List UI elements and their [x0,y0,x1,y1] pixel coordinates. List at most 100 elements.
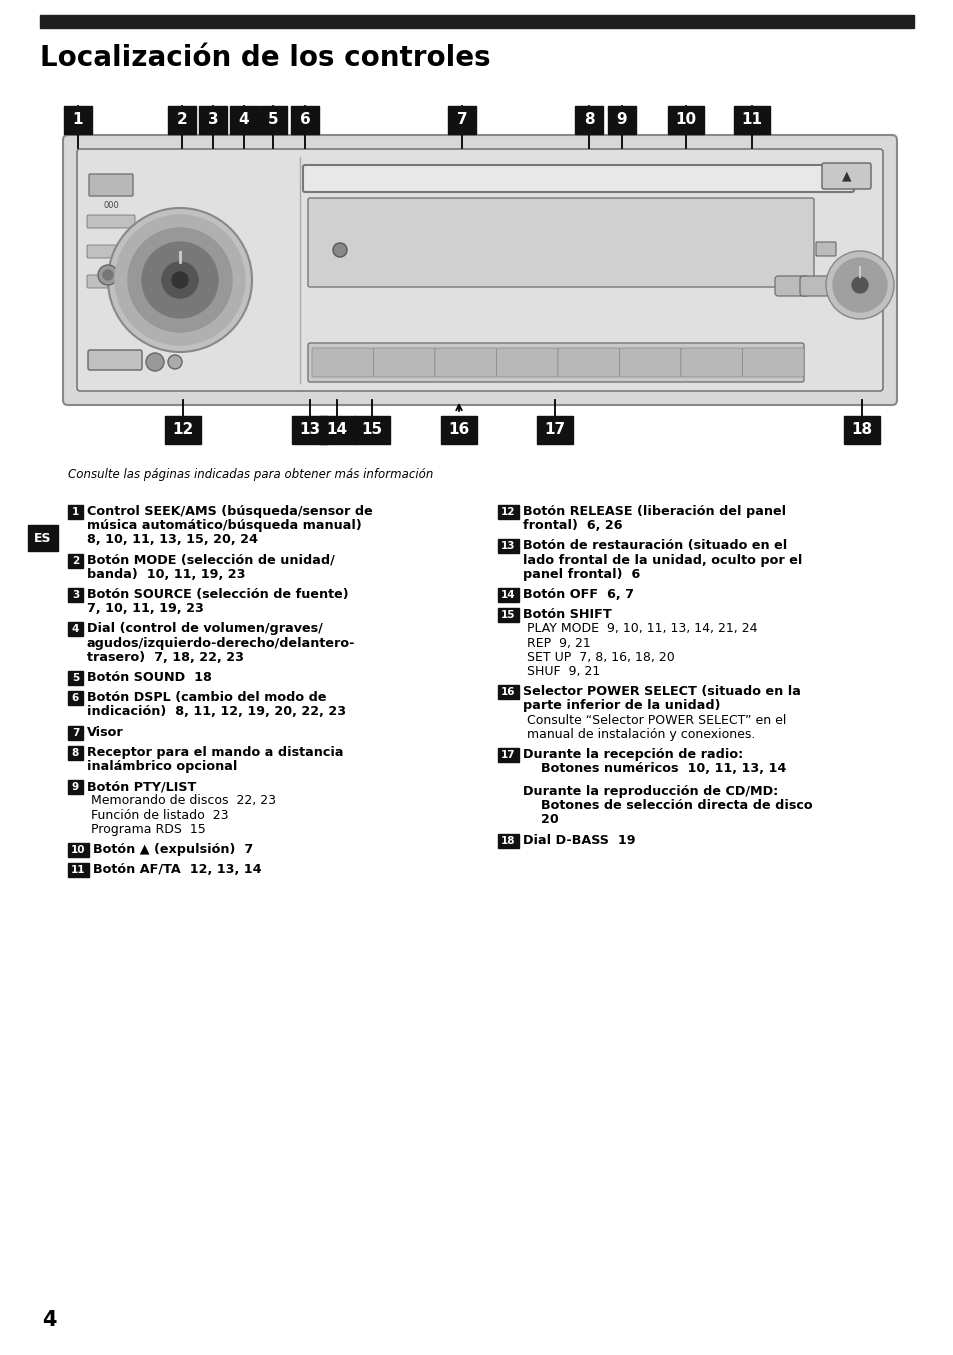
Bar [292,416,328,444]
Circle shape [168,355,182,369]
Text: 6: 6 [71,694,79,703]
FancyBboxPatch shape [558,348,618,377]
Text: Dial (control de volumen/graves/: Dial (control de volumen/graves/ [87,622,322,635]
Bar [354,416,390,444]
Text: 16: 16 [448,423,469,438]
Text: 15: 15 [361,423,382,438]
Text: 20: 20 [522,813,558,827]
Bar [607,106,636,134]
Text: Consulte “Selector POWER SELECT” en el: Consulte “Selector POWER SELECT” en el [526,714,785,726]
Text: banda)  10, 11, 19, 23: banda) 10, 11, 19, 23 [87,568,245,581]
FancyBboxPatch shape [435,348,496,377]
Text: 6: 6 [299,112,310,127]
FancyBboxPatch shape [63,136,896,405]
Text: Botón MODE (selección de unidad/: Botón MODE (selección de unidad/ [87,554,335,566]
Bar [28,524,58,551]
Text: Consulte las páginas indicadas para obtener más información: Consulte las páginas indicadas para obte… [68,467,433,481]
FancyBboxPatch shape [312,348,374,377]
Text: Programa RDS  15: Programa RDS 15 [91,822,206,836]
Bar [733,106,769,134]
Text: 11: 11 [71,866,86,875]
Text: Memorando de discos  22, 23: Memorando de discos 22, 23 [91,794,275,808]
FancyBboxPatch shape [741,348,803,377]
Bar [165,416,201,444]
Bar [68,671,83,686]
Text: ES: ES [34,531,51,545]
Text: 7, 10, 11, 19, 23: 7, 10, 11, 19, 23 [87,602,204,615]
Bar [168,106,195,134]
Text: ▲: ▲ [841,169,851,183]
Text: inalámbrico opcional: inalámbrico opcional [87,760,237,772]
Text: 11: 11 [740,112,761,127]
FancyBboxPatch shape [308,343,803,382]
Bar [575,106,602,134]
FancyBboxPatch shape [680,348,741,377]
Text: Botón OFF  6, 7: Botón OFF 6, 7 [522,588,634,602]
Text: música automático/búsqueda manual): música automático/búsqueda manual) [87,519,361,533]
Circle shape [103,270,112,280]
Circle shape [162,262,198,298]
Text: 000: 000 [103,201,119,210]
Bar [40,15,913,28]
Text: lado frontal de la unidad, oculto por el: lado frontal de la unidad, oculto por el [522,554,801,566]
Bar [497,608,518,622]
Text: 4: 4 [71,625,79,634]
Text: 14: 14 [326,423,347,438]
Text: 13: 13 [500,542,516,551]
FancyBboxPatch shape [774,276,808,295]
Text: 4: 4 [238,112,249,127]
Circle shape [851,276,867,293]
Bar [68,588,83,602]
FancyBboxPatch shape [88,350,142,370]
Text: 7: 7 [456,112,467,127]
Circle shape [333,243,347,257]
Text: indicación)  8, 11, 12, 19, 20, 22, 23: indicación) 8, 11, 12, 19, 20, 22, 23 [87,706,346,718]
Bar [64,106,91,134]
Circle shape [115,215,245,346]
FancyBboxPatch shape [87,275,135,289]
Text: trasero)  7, 18, 22, 23: trasero) 7, 18, 22, 23 [87,650,244,664]
Circle shape [832,257,886,312]
FancyBboxPatch shape [815,243,835,256]
Text: 2: 2 [71,556,79,565]
Text: REP  9, 21: REP 9, 21 [526,637,590,649]
Bar [199,106,227,134]
Bar [497,833,518,847]
Text: SHUF  9, 21: SHUF 9, 21 [526,665,599,678]
Text: Botón DSPL (cambio del modo de: Botón DSPL (cambio del modo de [87,691,326,705]
Text: Botón AF/TA  12, 13, 14: Botón AF/TA 12, 13, 14 [92,863,261,877]
Bar [68,725,83,740]
FancyBboxPatch shape [87,245,135,257]
Text: 16: 16 [500,687,516,698]
Circle shape [98,266,118,285]
Text: Dial D-BASS  19: Dial D-BASS 19 [522,833,635,847]
FancyBboxPatch shape [800,276,833,295]
Text: Botón SOURCE (selección de fuente): Botón SOURCE (selección de fuente) [87,588,348,602]
Bar [667,106,703,134]
Bar [68,843,89,856]
Text: Durante la reproducción de CD/MD:: Durante la reproducción de CD/MD: [522,785,778,798]
Text: 7: 7 [71,728,79,737]
Text: 12: 12 [172,423,193,438]
Text: 9: 9 [71,782,79,793]
Bar [440,416,476,444]
Text: 1: 1 [72,112,83,127]
Text: 12: 12 [500,507,516,518]
Circle shape [825,251,893,318]
Bar [843,416,879,444]
FancyBboxPatch shape [374,348,435,377]
Text: panel frontal)  6: panel frontal) 6 [522,568,639,581]
Text: 3: 3 [71,589,79,600]
Text: Botón SHIFT: Botón SHIFT [522,608,611,621]
Bar [537,416,573,444]
Text: Selector POWER SELECT (situado en la: Selector POWER SELECT (situado en la [522,686,800,698]
Text: Receptor para el mando a distancia: Receptor para el mando a distancia [87,745,343,759]
Text: Botón RELEASE (liberación del panel: Botón RELEASE (liberación del panel [522,505,785,518]
Bar [497,539,518,553]
Text: 10: 10 [71,846,86,855]
Bar [497,748,518,762]
Bar [258,106,287,134]
Text: Botones numéricos  10, 11, 13, 14: Botones numéricos 10, 11, 13, 14 [522,763,785,775]
Text: 3: 3 [208,112,218,127]
Bar [68,691,83,705]
